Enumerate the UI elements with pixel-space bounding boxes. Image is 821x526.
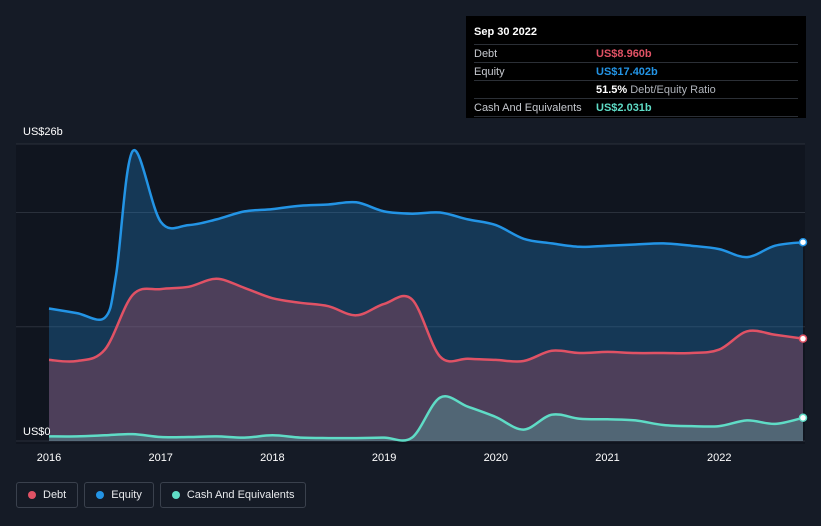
debt-dot-icon	[28, 491, 36, 499]
tooltip-debt-row: Debt US$8.960b	[474, 44, 798, 62]
y-label-top: US$26b	[23, 126, 63, 138]
legend-item-equity[interactable]: Equity	[84, 482, 154, 508]
legend-item-debt[interactable]: Debt	[16, 482, 79, 508]
tooltip-equity-row: Equity US$17.402b	[474, 62, 798, 80]
debt-endpoint	[798, 334, 808, 343]
cash-and-equivalents-line	[48, 395, 804, 442]
x-tick-2021: 2021	[595, 452, 619, 464]
tooltip-date: Sep 30 2022	[474, 26, 537, 38]
tooltip-equity-label: Equity	[474, 65, 505, 78]
debt-line	[48, 277, 804, 363]
tooltip-cash-label: Cash And Equivalents	[474, 101, 582, 114]
tooltip-ratio-value: 51.5%	[596, 83, 628, 96]
legend-item-cash[interactable]: Cash And Equivalents	[159, 482, 307, 508]
series-lines	[48, 149, 804, 442]
x-tick-2020: 2020	[484, 452, 508, 464]
tooltip-ratio-label: Debt/Equity Ratio	[630, 83, 716, 96]
legend-cash-label: Cash And Equivalents	[186, 489, 295, 501]
legend: Debt Equity Cash And Equivalents	[16, 482, 307, 508]
tooltip-cash-value: US$2.031b	[596, 101, 652, 114]
plot-background	[16, 144, 805, 444]
x-tick-2022: 2022	[707, 452, 731, 464]
series-endpoints	[798, 237, 808, 423]
x-tick-2019: 2019	[372, 452, 396, 464]
y-label-bottom: US$0	[23, 426, 51, 438]
tooltip-panel: Sep 30 2022 Debt US$8.960b Equity US$17.…	[466, 16, 806, 118]
tooltip-debt-label: Debt	[474, 47, 498, 60]
equity-endpoint	[798, 237, 808, 247]
equity-line	[48, 149, 804, 322]
equity-area	[49, 150, 803, 441]
cash-and-equivalents-endpoint	[798, 413, 808, 423]
tooltip-debt-value: US$8.960b	[596, 47, 652, 60]
legend-equity-label: Equity	[111, 489, 142, 501]
x-tick-2016: 2016	[37, 452, 61, 464]
x-tick-2018: 2018	[260, 452, 284, 464]
x-tick-2017: 2017	[148, 452, 172, 464]
x-axis-ticks: 2016 2017 2018 2019 2020 2021 2022	[37, 452, 732, 464]
tooltip-ratio-row: 51.5% Debt/Equity Ratio	[474, 80, 798, 98]
tooltip-cash-row: Cash And Equivalents US$2.031b	[474, 98, 798, 117]
cash-dot-icon	[171, 491, 180, 499]
equity-dot-icon	[96, 491, 105, 499]
debt-area	[49, 278, 803, 441]
legend-debt-label: Debt	[43, 489, 67, 501]
tooltip-equity-value: US$17.402b	[596, 65, 658, 78]
